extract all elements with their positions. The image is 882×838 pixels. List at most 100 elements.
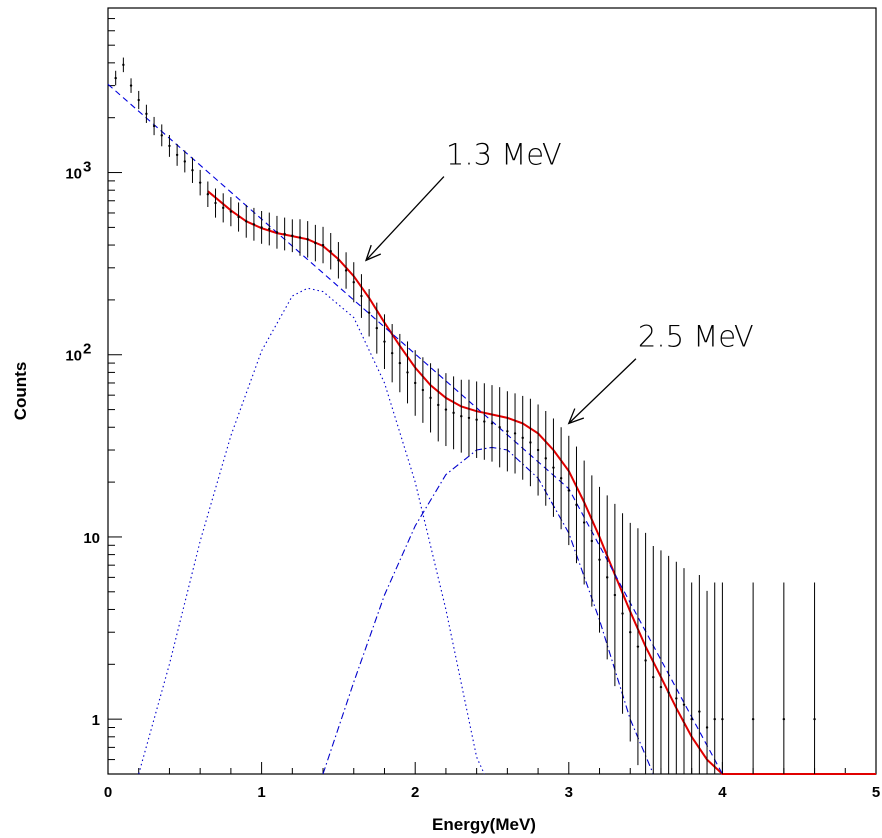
data-point — [705, 726, 709, 729]
data-point — [629, 631, 632, 634]
data-point — [713, 717, 716, 721]
data-point — [452, 411, 455, 415]
data-point — [206, 193, 210, 196]
data-point — [114, 76, 117, 80]
annotation-label: 1.3 MeV — [446, 138, 562, 172]
data-point — [245, 220, 248, 223]
data-point — [329, 250, 332, 253]
data-point — [590, 539, 594, 543]
x-tick-label: 0 — [104, 784, 112, 801]
data-point — [475, 418, 478, 421]
y-tick-label: 10 — [83, 530, 100, 547]
data-point — [129, 84, 133, 87]
data-point — [582, 521, 586, 524]
x-axis-title: Energy(MeV) — [432, 815, 536, 834]
data-point — [229, 210, 233, 213]
data-point — [621, 612, 624, 615]
data-point — [191, 169, 194, 172]
data-point — [252, 223, 256, 226]
data-point — [575, 503, 578, 507]
y-tick-exponent: 2 — [83, 341, 91, 358]
data-point — [506, 430, 509, 433]
series-total-fit — [207, 190, 876, 775]
data-point — [283, 232, 286, 236]
data-point — [352, 281, 355, 284]
data-point — [636, 645, 640, 648]
data-point — [513, 432, 517, 435]
data-point — [306, 238, 309, 241]
data-point — [183, 160, 186, 163]
data-point — [421, 388, 425, 392]
data-point — [721, 717, 724, 721]
series-background-fit — [107, 83, 723, 775]
data-point — [360, 294, 363, 298]
plot-frame — [107, 7, 877, 775]
data-point — [483, 420, 486, 423]
data-point — [367, 311, 371, 314]
data-point — [652, 675, 655, 679]
data-point — [659, 685, 663, 689]
series-peak-2.5 — [322, 446, 654, 775]
data-point — [237, 215, 240, 219]
annotation-arrow-shaft — [568, 358, 637, 424]
data-point — [268, 227, 271, 231]
data-point — [598, 558, 601, 561]
data-point — [644, 659, 647, 662]
x-tick-label: 1 — [257, 784, 265, 801]
data-point — [813, 717, 816, 721]
data-point — [429, 396, 432, 400]
data-point — [145, 112, 148, 116]
data-point — [460, 414, 463, 418]
x-tick-label: 5 — [872, 784, 880, 801]
annotation-arrow-shaft — [365, 176, 445, 261]
x-tick-label: 2 — [411, 784, 419, 801]
data-point — [490, 422, 494, 425]
data-point — [321, 243, 325, 247]
data-point — [467, 416, 471, 420]
data-point — [567, 489, 570, 492]
annotation-arrow-head — [364, 244, 382, 262]
data-point — [198, 181, 202, 184]
data-point — [552, 466, 555, 469]
data-point — [559, 477, 563, 480]
data-point — [667, 691, 670, 694]
data-point — [782, 717, 786, 721]
data-point — [437, 403, 440, 407]
data-point — [260, 226, 263, 229]
data-point — [344, 269, 348, 272]
data-point — [698, 710, 701, 713]
data-point — [175, 153, 179, 157]
data-point — [536, 448, 540, 452]
data-point — [398, 361, 402, 365]
y-axis-title: Counts — [11, 362, 30, 421]
data-point — [137, 98, 140, 102]
data-point — [390, 351, 394, 355]
data-point — [375, 326, 378, 330]
annotations: 1.3 MeV 2.5 MeV — [364, 138, 754, 425]
data-point — [337, 259, 340, 262]
data-point — [152, 124, 156, 128]
data-points — [114, 57, 816, 774]
data-point — [675, 697, 678, 700]
data-point — [291, 234, 294, 237]
data-point — [168, 144, 171, 148]
data-point — [275, 231, 279, 234]
data-point — [383, 340, 386, 343]
data-point — [529, 441, 532, 444]
data-point — [298, 236, 302, 239]
data-point — [444, 408, 448, 411]
annotation-arrow-head — [567, 408, 585, 425]
data-point — [544, 457, 547, 460]
y-tick-label: 10 — [65, 348, 82, 365]
data-point — [406, 371, 409, 374]
x-tick-label: 4 — [718, 784, 727, 801]
data-point — [751, 717, 755, 721]
data-point — [498, 426, 501, 429]
data-point — [214, 201, 217, 205]
y-tick-label: 10 — [65, 166, 82, 183]
data-point — [521, 436, 524, 440]
data-point — [682, 703, 686, 706]
series-peak-1.3 — [138, 287, 485, 775]
